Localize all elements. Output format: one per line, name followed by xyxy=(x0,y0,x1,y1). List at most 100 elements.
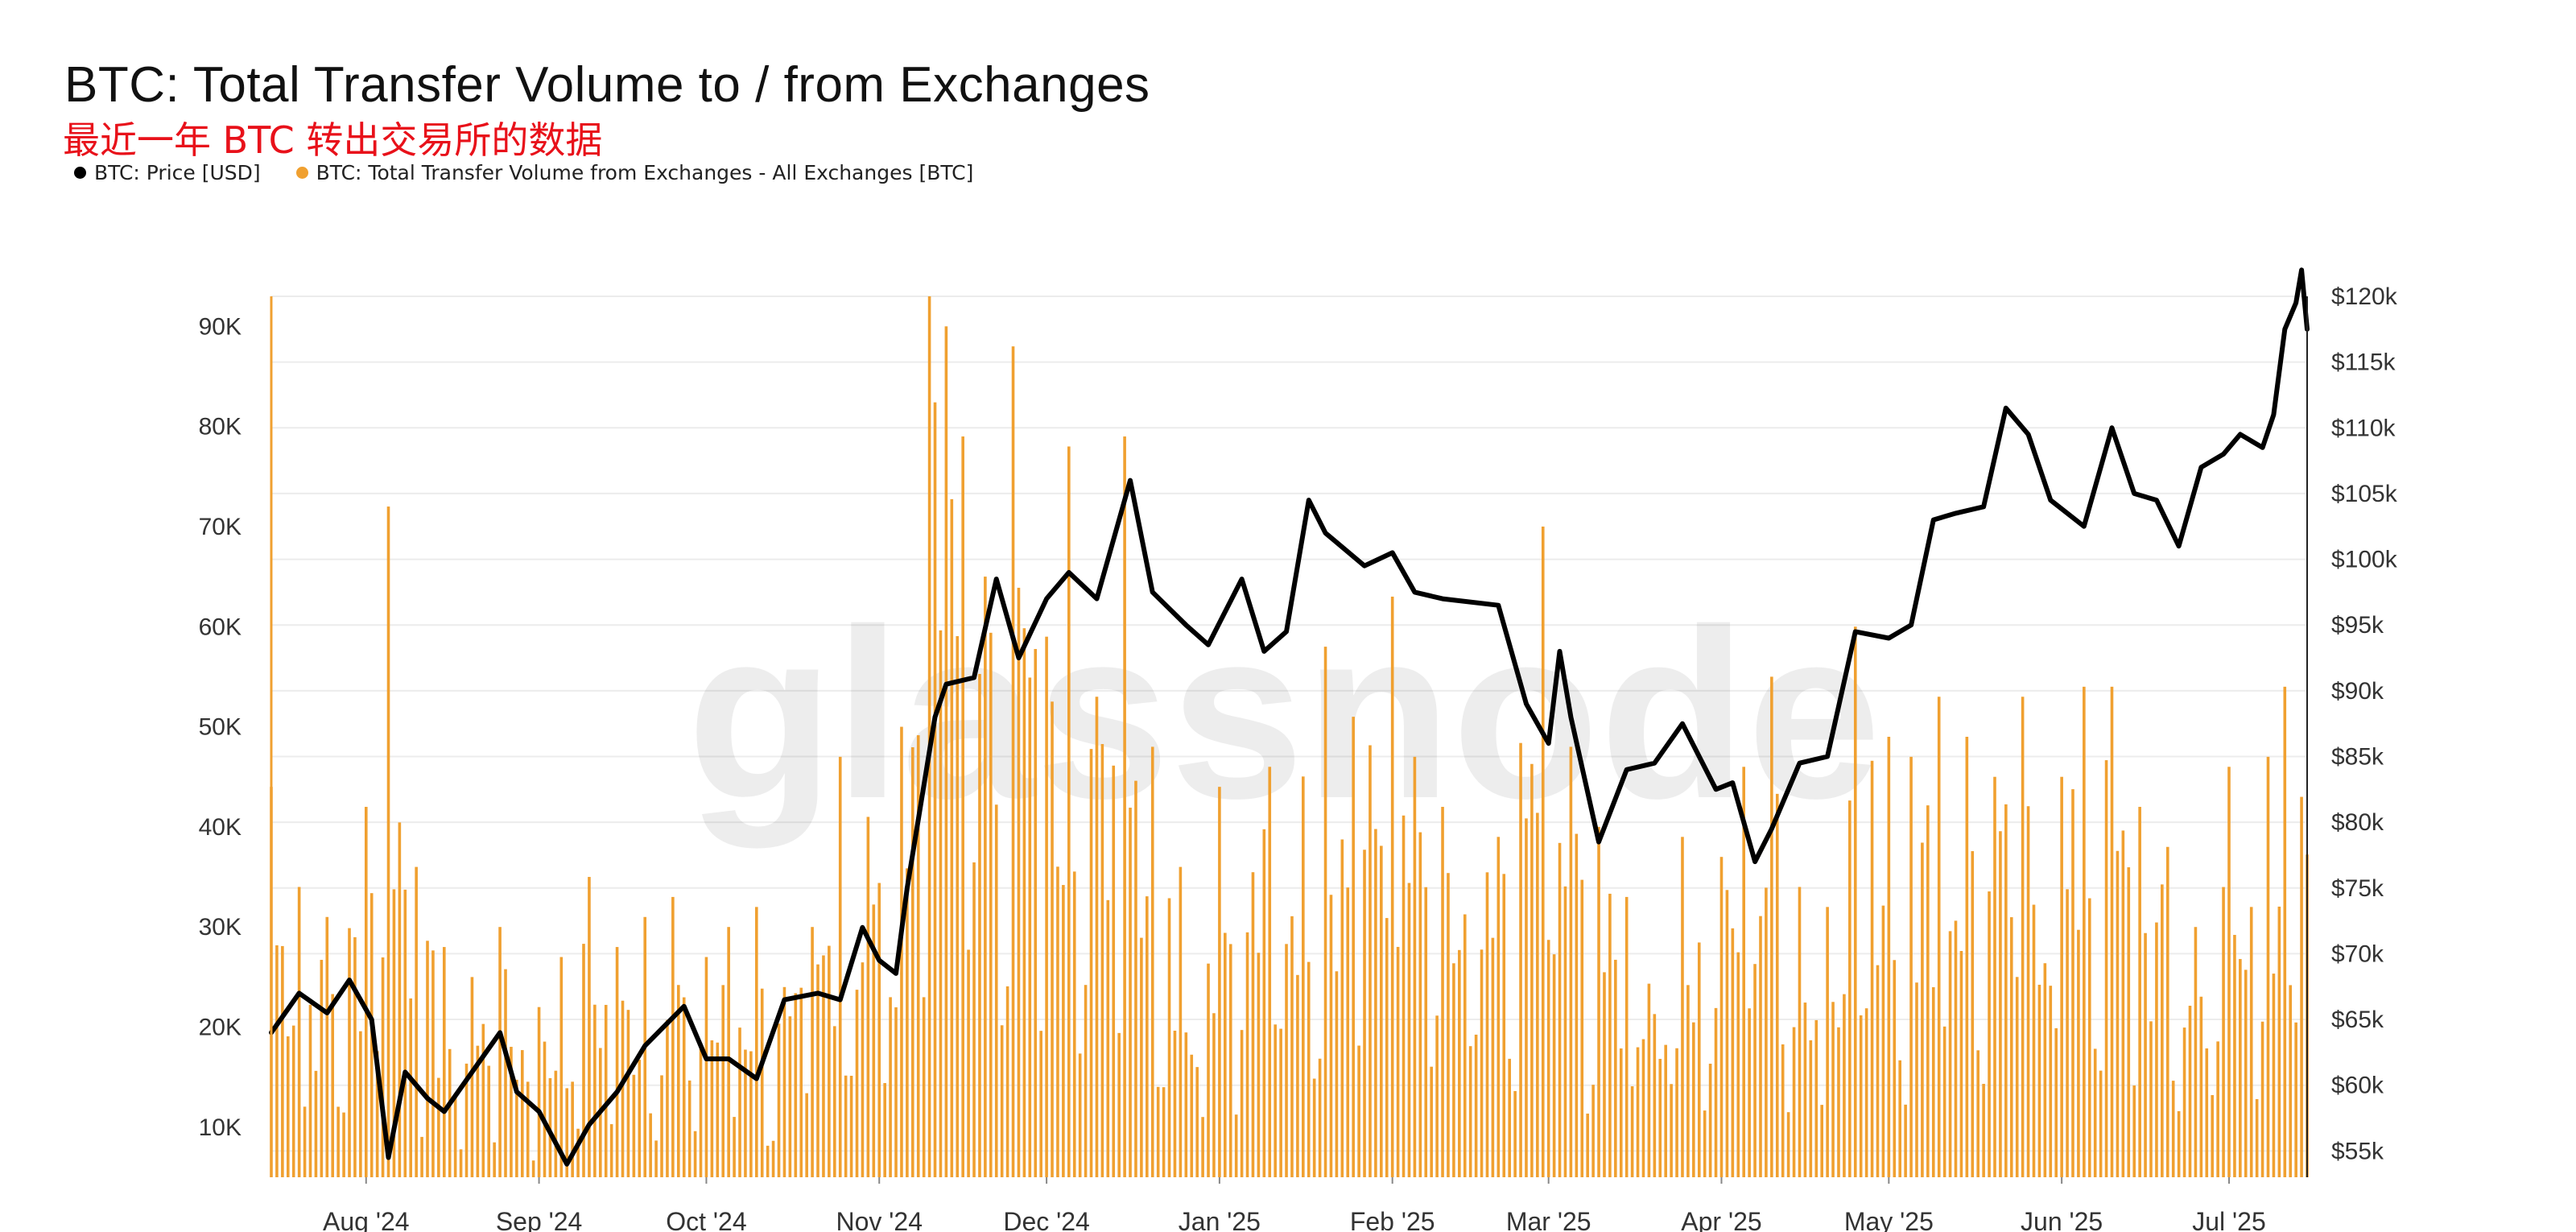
volume-bar xyxy=(1853,626,1857,1177)
volume-bar xyxy=(2239,958,2242,1177)
volume-bar xyxy=(565,1088,569,1177)
volume-bar xyxy=(1207,963,1210,1177)
volume-bar xyxy=(1274,1024,1277,1177)
volume-bar xyxy=(493,1142,496,1177)
volume-bar xyxy=(1898,1060,1901,1177)
volume-bar xyxy=(660,1075,663,1177)
volume-bar xyxy=(1931,986,1935,1177)
volume-bar xyxy=(1385,918,1389,1177)
volume-bar xyxy=(872,904,876,1177)
volume-bar xyxy=(994,804,998,1177)
volume-bar xyxy=(526,1081,530,1177)
volume-bar xyxy=(1100,744,1104,1177)
volume-bar xyxy=(1725,890,1729,1177)
volume-bar xyxy=(1765,887,1768,1177)
volume-bar xyxy=(1173,1030,1177,1177)
volume-bar xyxy=(2093,1048,2097,1177)
volume-bar xyxy=(531,1160,535,1177)
legend-item-price[interactable]: BTC: Price [USD] xyxy=(74,161,261,184)
volume-bar xyxy=(2099,1070,2103,1177)
volume-bar xyxy=(1162,1087,1166,1177)
volume-bar xyxy=(2294,1022,2297,1177)
volume-bar xyxy=(1546,940,1550,1177)
volume-bar xyxy=(510,1047,513,1177)
y-left-tick-label: 20K xyxy=(199,1015,242,1041)
volume-bar xyxy=(1452,963,1455,1177)
volume-bar xyxy=(2144,932,2147,1177)
volume-bar xyxy=(933,402,937,1177)
volume-bar xyxy=(621,1000,625,1177)
volume-bar xyxy=(1948,931,1952,1177)
volume-bar xyxy=(1129,808,1132,1177)
volume-bar xyxy=(978,673,981,1177)
volume-bar xyxy=(1402,815,1406,1177)
volume-bar xyxy=(2032,904,2036,1177)
volume-bar xyxy=(2188,1006,2192,1177)
volume-bar xyxy=(504,969,507,1177)
volume-bar xyxy=(2116,850,2120,1177)
volume-bar xyxy=(1346,887,1350,1177)
volume-bar xyxy=(687,1080,691,1177)
volume-bar xyxy=(1413,756,1417,1177)
chart-subtitle: 最近一年 BTC 转出交易所的数据 xyxy=(63,118,603,162)
x-tick-label: Apr '25 xyxy=(1681,1207,1761,1232)
volume-bar xyxy=(593,1004,597,1177)
volume-bar xyxy=(1335,971,1339,1177)
y-right-ticks: $55k $60k $65k $70k $75k $80k $85k $90k $95k $100… xyxy=(2331,283,2398,1164)
volume-bar xyxy=(788,1016,792,1177)
volume-bar xyxy=(2071,789,2074,1177)
volume-bar xyxy=(2149,1021,2153,1177)
volume-bar xyxy=(386,506,390,1177)
x-tick-label: Oct '24 xyxy=(666,1207,746,1232)
volume-bar xyxy=(733,1117,736,1177)
volume-bar xyxy=(1775,793,1779,1177)
volume-bar xyxy=(1285,944,1288,1177)
volume-bar xyxy=(2249,907,2253,1177)
volume-bar xyxy=(1820,1105,1823,1177)
volume-bar xyxy=(906,868,909,1177)
volume-bar xyxy=(442,947,446,1177)
volume-bar xyxy=(459,1149,463,1177)
volume-bar xyxy=(353,936,357,1177)
volume-bar xyxy=(1575,833,1579,1177)
volume-bar xyxy=(822,955,825,1177)
volume-bar xyxy=(331,994,335,1177)
x-tick-label: Jun '25 xyxy=(2021,1207,2103,1232)
volume-bar xyxy=(861,962,865,1177)
volume-bar xyxy=(1312,1078,1316,1177)
volume-bar xyxy=(1340,839,1344,1177)
volume-bar xyxy=(1926,805,1930,1177)
volume-bar xyxy=(1067,446,1071,1177)
volume-bar xyxy=(1184,1032,1188,1177)
volume-bar xyxy=(1993,776,1996,1177)
y-right-tick-label: $120k xyxy=(2331,283,2398,310)
volume-bar xyxy=(470,977,474,1177)
volume-bar xyxy=(755,907,758,1177)
volume-bar xyxy=(1959,950,1963,1177)
volume-bar xyxy=(609,1124,613,1177)
volume-bar xyxy=(1608,893,1612,1177)
volume-bar xyxy=(1742,767,1745,1177)
volume-bar xyxy=(877,883,881,1177)
volume-bar xyxy=(1569,746,1573,1177)
volume-bar xyxy=(833,1026,836,1177)
volume-bar xyxy=(1831,1002,1835,1177)
volume-bar xyxy=(1954,920,1958,1177)
volume-bar xyxy=(1363,850,1366,1177)
legend-item-volume[interactable]: BTC: Total Transfer Volume from Exchange… xyxy=(295,161,973,184)
volume-bar xyxy=(900,726,903,1177)
volume-bar xyxy=(1597,826,1600,1177)
y-left-tick-label: 10K xyxy=(199,1114,242,1141)
volume-bar xyxy=(1374,829,1377,1177)
x-tick-label: Nov '24 xyxy=(836,1207,923,1232)
volume-bar xyxy=(1675,1048,1678,1177)
volume-bar xyxy=(1034,648,1038,1177)
x-tick-label: Dec '24 xyxy=(1003,1207,1090,1232)
volume-bar xyxy=(1156,1086,1160,1177)
volume-bar xyxy=(448,1048,452,1177)
volume-bar xyxy=(1396,946,1400,1177)
volume-bar xyxy=(1770,676,1773,1177)
volume-bar xyxy=(1686,985,1690,1177)
volume-bar xyxy=(1485,872,1489,1177)
y-right-tick-label: $90k xyxy=(2331,678,2384,705)
